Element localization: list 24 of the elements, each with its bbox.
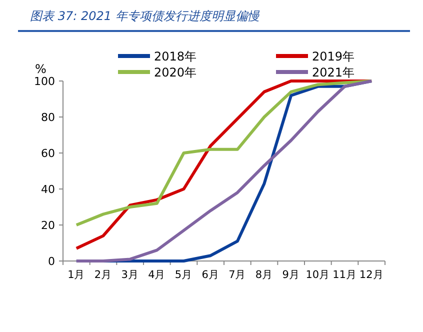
x-tick-label: 12月 (359, 269, 384, 281)
x-tick-label: 10月 (306, 269, 330, 281)
y-tick-label: 20 (41, 219, 55, 232)
y-tick-label: 80 (41, 111, 55, 124)
x-tick-label: 2月 (94, 269, 112, 281)
x-tick-label: 9月 (282, 269, 300, 281)
y-tick-label: 0 (48, 255, 55, 268)
y-tick-label: 40 (41, 183, 55, 196)
x-tick-label: 8月 (255, 269, 274, 281)
y-axis-title: % (35, 62, 46, 76)
x-tick-label: 7月 (228, 269, 246, 281)
legend-label: 2020年 (154, 66, 197, 80)
legend-label: 2021年 (312, 66, 355, 80)
x-tick-label: 11月 (332, 269, 357, 281)
x-tick-label: 4月 (148, 269, 166, 281)
y-tick-label: 100 (34, 75, 55, 88)
legend-label: 2019年 (312, 50, 355, 64)
y-tick-label: 60 (41, 147, 55, 160)
x-tick-label: 5月 (174, 269, 193, 281)
x-tick-label: 3月 (121, 269, 139, 281)
x-tick-label: 1月 (68, 269, 86, 281)
x-tick-label: 6月 (202, 269, 220, 281)
legend-label: 2018年 (154, 50, 197, 64)
chart-title: 图表 37: 2021 年专项债发行进度明显偏慢 (30, 9, 260, 23)
